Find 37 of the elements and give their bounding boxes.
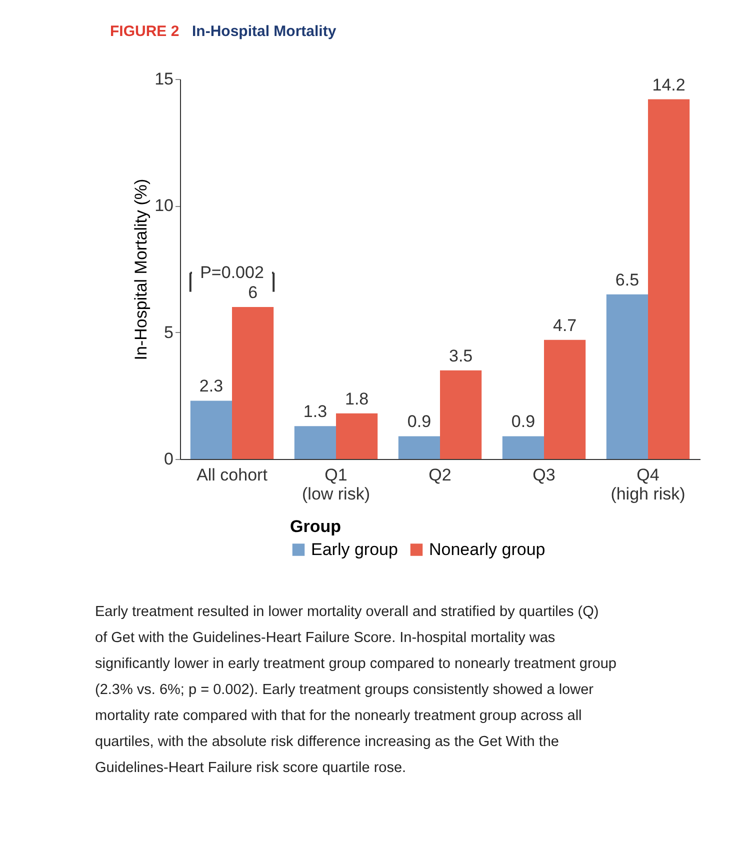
chart-title: In-Hospital Mortality — [192, 23, 337, 40]
bar — [336, 413, 378, 459]
data-label: 0.9 — [407, 412, 432, 432]
data-label: 1.3 — [303, 402, 328, 422]
legend-label: Early group — [311, 540, 398, 559]
legend-title: Group — [290, 517, 341, 536]
x-tick-label: Q3 — [532, 466, 556, 484]
y-tick-label: 0 — [164, 450, 174, 468]
data-label: 1.8 — [344, 389, 369, 408]
bar — [606, 294, 648, 459]
data-label: 4.7 — [552, 316, 577, 335]
bar — [502, 436, 544, 459]
x-tick-label: All cohort — [196, 466, 268, 484]
annotation: P=0.002 — [200, 262, 264, 282]
bar — [440, 370, 482, 459]
data-label: 14.2 — [652, 75, 686, 94]
y-axis-title: In-Hospital Mortality (%) — [132, 178, 151, 360]
legend-label: Nonearly group — [429, 540, 546, 559]
data-label: 6.5 — [615, 270, 640, 290]
y-tick-label: 5 — [164, 322, 174, 342]
x-tick-label: Q4 (high risk) — [610, 466, 686, 504]
bar — [190, 400, 232, 459]
bar — [398, 436, 440, 459]
y-tick-label: 10 — [154, 196, 174, 216]
data-label: 2.3 — [199, 376, 224, 396]
data-label: 3.5 — [448, 346, 473, 366]
y-tick-label: 15 — [154, 70, 174, 88]
bar — [648, 99, 690, 459]
bar — [232, 307, 274, 459]
caption: FIGURE 2 — [110, 23, 180, 40]
x-tick-label: Q1 (low risk) — [302, 466, 370, 504]
data-label: 6 — [248, 283, 258, 302]
data-label: 0.9 — [511, 412, 536, 432]
text: Early treatment resulted in lower mortality overall and stratified by quartiles (Q) of Get with the Guidelines-Heart Failure Score. In-hospital mortality was significantly lower in early treatment group compared to nonearly treatment group (2.3% vs. 6%; p = 0.002). Early treatment groups consistently showed a lower mortality rate compared with that for the nonearly treatment group across all quartiles, with the absolute risk difference increasing as the Get With the Guidelines-Heart Failure risk score quartile rose. — [95, 604, 616, 776]
bar — [544, 340, 586, 459]
x-tick-label: Q2 — [428, 466, 452, 484]
bar — [294, 426, 336, 459]
